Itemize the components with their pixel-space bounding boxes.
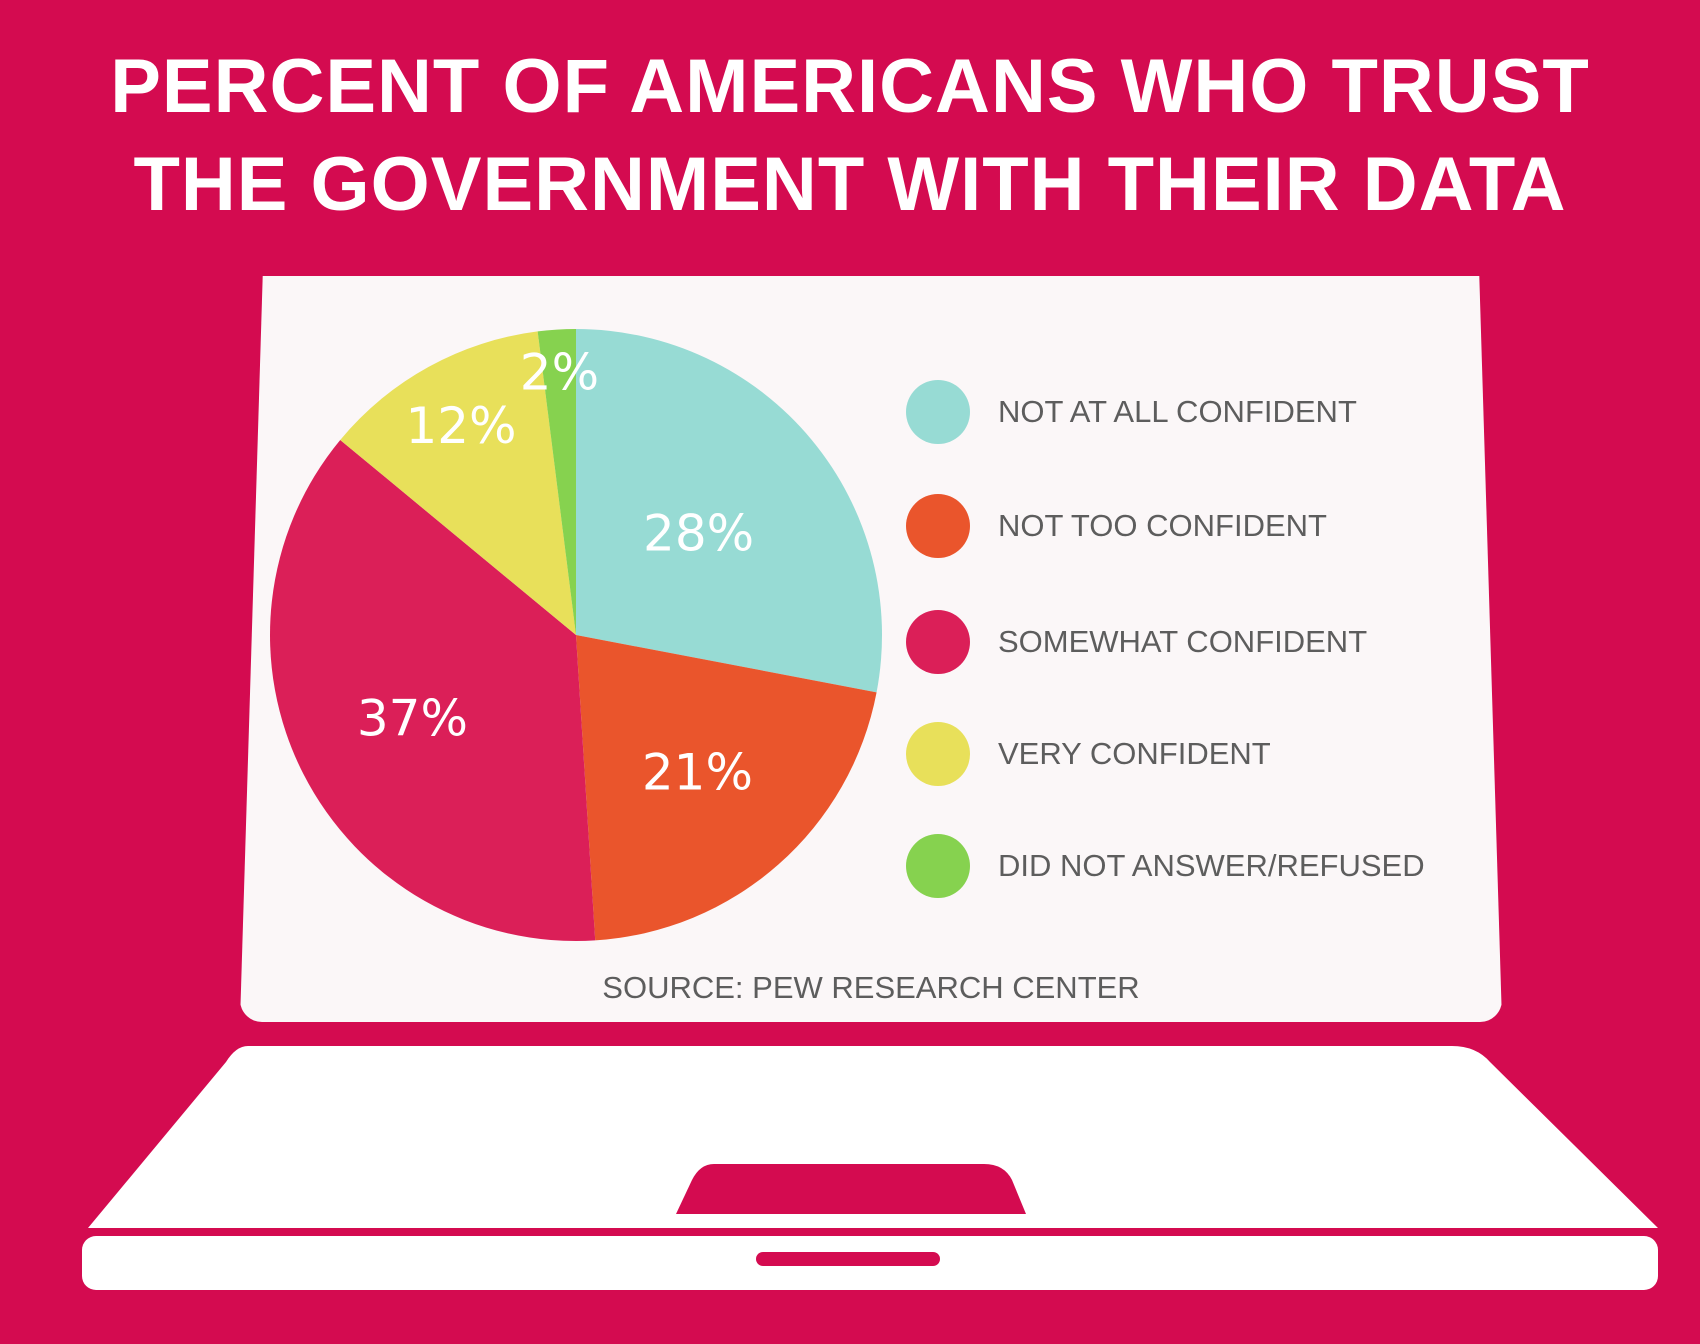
pie-slice-somewhat-confident bbox=[270, 439, 596, 941]
legend-swatch-not-too-confident bbox=[906, 494, 970, 558]
legend-swatch-very-confident bbox=[906, 722, 970, 786]
slice-label-somewhat-confident: 37% bbox=[357, 689, 468, 747]
title-line-2: THE GOVERNMENT WITH THEIR DATA bbox=[133, 142, 1567, 227]
legend-label-did-not-answer: DID NOT ANSWER/REFUSED bbox=[998, 848, 1425, 883]
legend-label-somewhat-confident: SOMEWHAT CONFIDENT bbox=[998, 624, 1368, 659]
pie-slice-not-at-all-confident bbox=[576, 329, 882, 693]
pie-slice-not-too-confident bbox=[576, 635, 877, 941]
slice-label-did-not-answer-refused: 2% bbox=[520, 343, 599, 401]
chart-title: PERCENT OF AMERICANS WHO TRUST THE GOVER… bbox=[0, 38, 1700, 234]
legend-swatch-somewhat-confident bbox=[906, 610, 970, 674]
legend-label-not-too-confident: NOT TOO CONFIDENT bbox=[998, 508, 1327, 543]
title-line-1: PERCENT OF AMERICANS WHO TRUST bbox=[110, 44, 1590, 129]
legend-swatch-did-not-answer bbox=[906, 834, 970, 898]
slice-label-very-confident: 12% bbox=[405, 397, 516, 455]
legend-label-not-at-all-confident: NOT AT ALL CONFIDENT bbox=[998, 394, 1357, 429]
pie-slice-very-confident bbox=[340, 331, 576, 635]
legend-item-very-confident: VERY CONFIDENT bbox=[906, 722, 1466, 788]
legend-item-somewhat-confident: SOMEWHAT CONFIDENT bbox=[906, 610, 1466, 676]
legend-item-not-too-confident: NOT TOO CONFIDENT bbox=[906, 494, 1466, 560]
slice-label-not-at-all-confident: 28% bbox=[643, 505, 754, 563]
source-note: SOURCE: PEW RESEARCH CENTER bbox=[602, 970, 1140, 1005]
legend-swatch-not-at-all-confident bbox=[906, 380, 970, 444]
pie-slice-did-not-answer-refused bbox=[537, 329, 576, 635]
legend-item-did-not-answer: DID NOT ANSWER/REFUSED bbox=[906, 834, 1466, 900]
legend-label-very-confident: VERY CONFIDENT bbox=[998, 736, 1271, 771]
legend-item-not-at-all-confident: NOT AT ALL CONFIDENT bbox=[906, 380, 1466, 446]
slice-label-not-too-confident: 21% bbox=[642, 744, 753, 802]
